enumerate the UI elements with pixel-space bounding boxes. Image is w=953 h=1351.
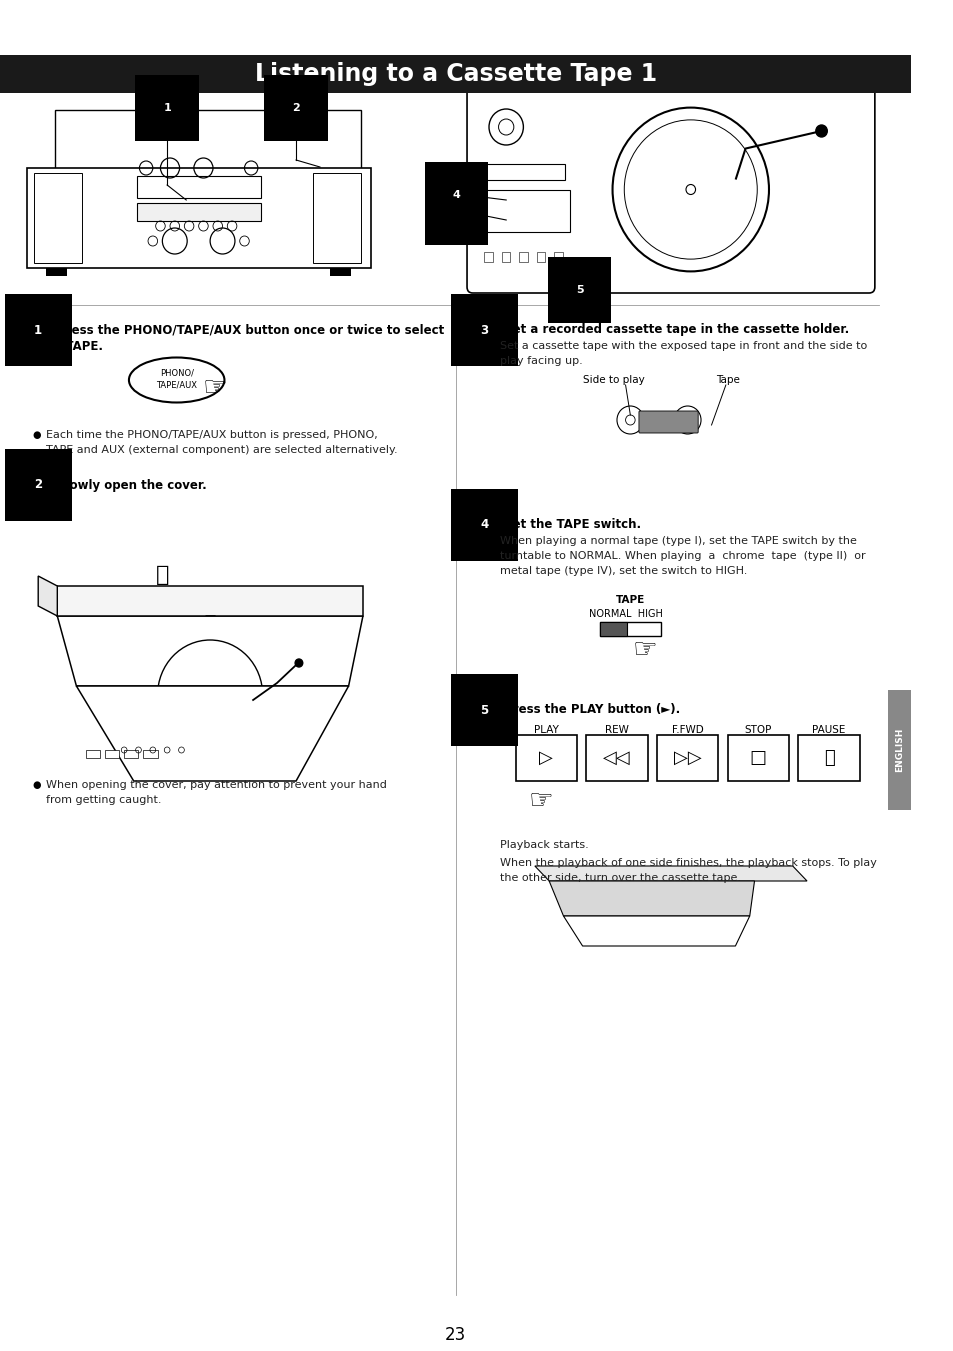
Polygon shape — [535, 866, 806, 881]
Text: 23: 23 — [444, 1325, 466, 1344]
Bar — [484, 251, 493, 262]
Bar — [27, 168, 370, 267]
Text: F.FWD: F.FWD — [671, 725, 702, 735]
Text: PAUSE: PAUSE — [811, 725, 844, 735]
FancyBboxPatch shape — [639, 411, 698, 434]
Text: ▷: ▷ — [538, 748, 553, 767]
Bar — [124, 750, 138, 758]
Bar — [518, 251, 527, 262]
Bar — [586, 735, 647, 781]
Text: Set the TAPE switch.: Set the TAPE switch. — [499, 519, 640, 531]
Text: When playing a normal tape (type I), set the TAPE switch by the: When playing a normal tape (type I), set… — [499, 536, 856, 546]
Bar — [657, 735, 718, 781]
Text: ☞: ☞ — [632, 636, 657, 663]
Text: Listening to a Cassette Tape 1: Listening to a Cassette Tape 1 — [254, 62, 656, 86]
Text: TAPE.: TAPE. — [53, 339, 103, 353]
Bar — [86, 750, 100, 758]
Text: Side to play: Side to play — [582, 376, 643, 385]
Bar — [143, 750, 157, 758]
Bar — [105, 750, 119, 758]
Text: 1: 1 — [34, 323, 42, 336]
Bar — [599, 621, 626, 636]
Circle shape — [815, 126, 826, 136]
Ellipse shape — [129, 358, 224, 403]
Text: 4: 4 — [452, 190, 460, 200]
Polygon shape — [57, 586, 362, 616]
Polygon shape — [57, 616, 362, 686]
Text: Press the PHONO/TAPE/AUX button once or twice to select: Press the PHONO/TAPE/AUX button once or … — [53, 323, 444, 336]
Bar — [313, 173, 360, 263]
Text: turntable to NORMAL. When playing  a  chrome  tape  (type II)  or: turntable to NORMAL. When playing a chro… — [499, 551, 864, 561]
Text: ⏸: ⏸ — [822, 748, 834, 767]
Text: 2: 2 — [292, 103, 299, 113]
Bar — [516, 735, 577, 781]
Text: 3: 3 — [453, 207, 460, 218]
Bar — [0, 55, 910, 93]
Bar — [46, 267, 67, 276]
Text: NORMAL  HIGH: NORMAL HIGH — [588, 609, 661, 619]
Bar — [798, 735, 859, 781]
Text: STOP: STOP — [744, 725, 771, 735]
Text: 4: 4 — [479, 519, 488, 531]
Text: 2: 2 — [34, 478, 42, 492]
Bar — [34, 173, 82, 263]
Text: Each time the PHONO/TAPE/AUX button is pressed, PHONO,: Each time the PHONO/TAPE/AUX button is p… — [46, 430, 377, 440]
Bar — [554, 251, 562, 262]
Text: REW: REW — [604, 725, 628, 735]
Text: When opening the cover, pay attention to prevent your hand: When opening the cover, pay attention to… — [46, 780, 386, 790]
Text: PLAY: PLAY — [534, 725, 558, 735]
Text: Press the PLAY button (►).: Press the PLAY button (►). — [499, 704, 679, 716]
Text: Tape: Tape — [716, 376, 740, 385]
Text: TAPE and AUX (external component) are selected alternatively.: TAPE and AUX (external component) are se… — [46, 444, 397, 455]
Bar — [55, 109, 360, 170]
Bar — [887, 690, 910, 811]
Bar — [482, 165, 564, 180]
Polygon shape — [76, 686, 348, 781]
Text: ●: ● — [32, 430, 40, 440]
Text: ☞: ☞ — [529, 788, 554, 815]
Bar — [536, 251, 544, 262]
Polygon shape — [549, 881, 754, 916]
Text: 5: 5 — [479, 704, 488, 716]
Text: Slowly open the cover.: Slowly open the cover. — [53, 478, 207, 492]
Bar — [136, 176, 260, 199]
Bar — [136, 203, 260, 222]
Text: ◁◁: ◁◁ — [602, 748, 630, 767]
Bar — [599, 621, 660, 636]
Text: When the playback of one side finishes, the playback stops. To play: When the playback of one side finishes, … — [499, 858, 876, 867]
Text: —: — — [204, 611, 215, 620]
Text: TAPE/AUX: TAPE/AUX — [156, 381, 197, 389]
Text: play facing up.: play facing up. — [499, 357, 581, 366]
Text: ▷▷: ▷▷ — [673, 748, 700, 767]
Text: 1: 1 — [163, 103, 171, 113]
Text: Set a cassette tape with the exposed tape in front and the side to: Set a cassette tape with the exposed tap… — [499, 340, 866, 351]
Text: ✋: ✋ — [155, 565, 169, 585]
Text: TAPE: TAPE — [615, 594, 644, 605]
Text: the other side, turn over the cassette tape.: the other side, turn over the cassette t… — [499, 873, 740, 884]
Text: 3: 3 — [479, 323, 488, 336]
Text: Playback starts.: Playback starts. — [499, 840, 588, 850]
Text: metal tape (type IV), set the switch to HIGH.: metal tape (type IV), set the switch to … — [499, 566, 746, 576]
Bar — [330, 267, 351, 276]
Text: □: □ — [749, 748, 766, 767]
Bar — [482, 189, 569, 232]
Polygon shape — [563, 916, 749, 946]
Text: 5: 5 — [576, 285, 583, 295]
FancyBboxPatch shape — [467, 86, 874, 293]
Text: from getting caught.: from getting caught. — [46, 794, 161, 805]
Text: ●: ● — [32, 780, 40, 790]
Text: ENGLISH: ENGLISH — [894, 728, 903, 773]
Text: ☞: ☞ — [202, 374, 227, 403]
Text: Set a recorded cassette tape in the cassette holder.: Set a recorded cassette tape in the cass… — [499, 323, 848, 336]
Circle shape — [294, 659, 302, 667]
Bar — [727, 735, 788, 781]
Text: PHONO/: PHONO/ — [159, 369, 193, 377]
Bar — [501, 251, 510, 262]
Polygon shape — [38, 576, 57, 616]
